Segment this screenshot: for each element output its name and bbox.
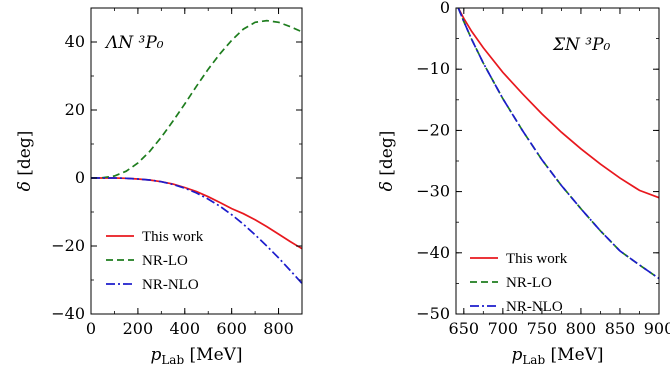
y-tick-label: −20 [416,120,450,139]
x-tick-label: 800 [566,319,597,338]
y-tick-label: −30 [416,182,450,201]
panel-annotation: ΣN ³P₀ [552,35,611,55]
x-tick-label: 400 [170,319,201,338]
x-tick-label: 900 [644,319,670,338]
panel-annotation: ΛN ³P₀ [104,33,164,53]
x-tick-label: 0 [86,319,96,338]
legend-label: NR-LO [506,275,552,291]
y-tick-label: 20 [65,100,85,119]
x-axis-label: pLab [MeV] [150,345,242,367]
y-tick-label: −10 [416,59,450,78]
series-line-nr-lo [91,19,302,179]
y-tick-label: 40 [65,32,85,51]
y-axis-label: δ [deg] [377,131,397,192]
x-tick-label: 700 [488,319,519,338]
y-tick-label: −40 [51,304,85,323]
series-line-nr-nlo [91,177,302,284]
legend-label: This work [142,229,204,245]
y-tick-label: −40 [416,243,450,262]
legend-label: NR-NLO [142,277,199,293]
plot-frame [90,7,303,315]
y-tick-label: −20 [51,236,85,255]
x-tick-label: 600 [216,319,247,338]
x-tick-label: 200 [123,319,154,338]
x-tick-label: 750 [527,319,558,338]
y-tick-label: 0 [440,0,450,17]
y-tick-label: −50 [416,304,450,323]
legend-label: NR-NLO [506,299,563,315]
series-line-nr-nlo [457,8,659,280]
y-tick-label: 0 [75,168,85,187]
y-axis-label: δ [deg] [15,131,35,192]
series-line-this-work [457,8,659,199]
legend-label: This work [506,251,568,267]
x-tick-label: 800 [263,319,294,338]
panel-lambda-n: 0 200 400 600 800 −40 −20 0 20 40 pLab [MeV] δ [deg… [15,7,303,367]
panel-sigma-n: 650 700 750 800 850 900 −50 −40 −30 −20 −10 0 pLab [… [377,0,670,367]
series-line-nr-lo [457,8,659,280]
x-tick-label: 850 [605,319,636,338]
x-axis-label: pLab [MeV] [511,345,603,367]
x-tick-label: 650 [449,319,480,338]
legend-label: NR-LO [142,253,188,269]
